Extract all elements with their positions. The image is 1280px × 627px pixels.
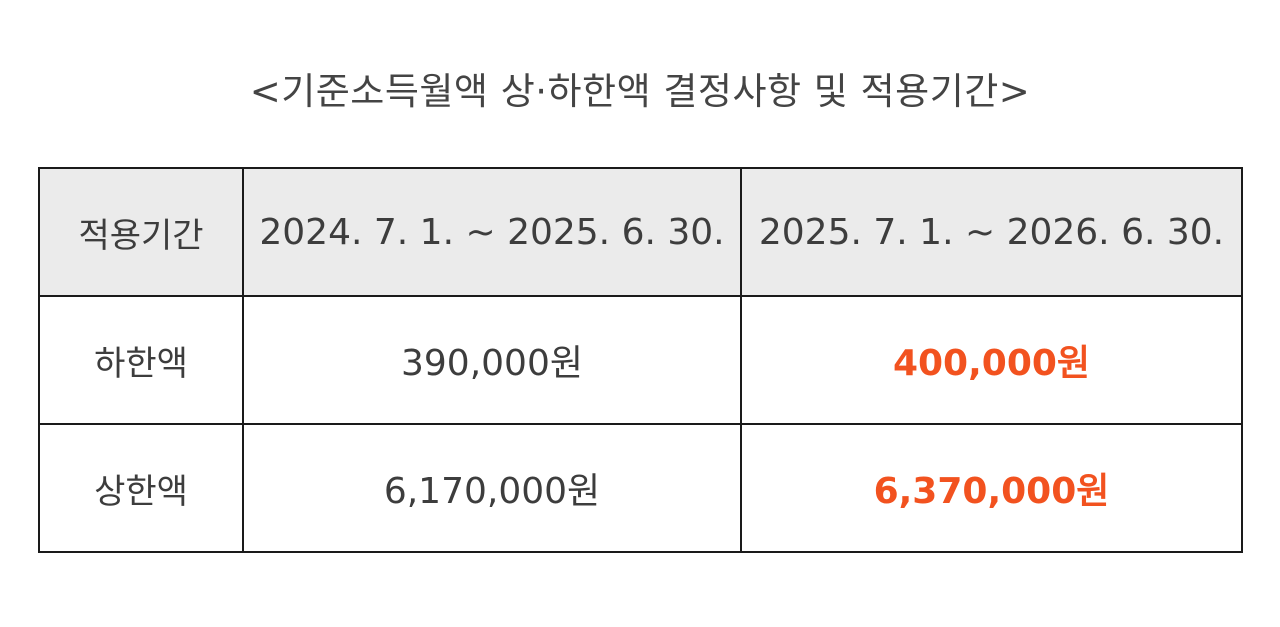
lower-limit-period-2-value: 400,000원 (740, 295, 1243, 425)
table-row-lower-limit: 하한액 390,000원 400,000원 (38, 295, 1243, 425)
page-title: <기준소득월액 상·하한액 결정사항 및 적용기간> (249, 70, 1031, 113)
upper-limit-period-1-value: 6,170,000원 (242, 423, 742, 553)
table-header-row: 적용기간 2024. 7. 1. ~ 2025. 6. 30. 2025. 7.… (38, 167, 1243, 297)
row-label-upper-limit: 상한액 (38, 423, 244, 553)
header-period-2-cell: 2025. 7. 1. ~ 2026. 6. 30. (740, 167, 1243, 297)
income-limit-table: 적용기간 2024. 7. 1. ~ 2025. 6. 30. 2025. 7.… (38, 167, 1243, 553)
lower-limit-period-1-value: 390,000원 (242, 295, 742, 425)
table-row-upper-limit: 상한액 6,170,000원 6,370,000원 (38, 423, 1243, 553)
header-label-cell: 적용기간 (38, 167, 244, 297)
header-period-1-cell: 2024. 7. 1. ~ 2025. 6. 30. (242, 167, 742, 297)
upper-limit-period-2-value: 6,370,000원 (740, 423, 1243, 553)
row-label-lower-limit: 하한액 (38, 295, 244, 425)
